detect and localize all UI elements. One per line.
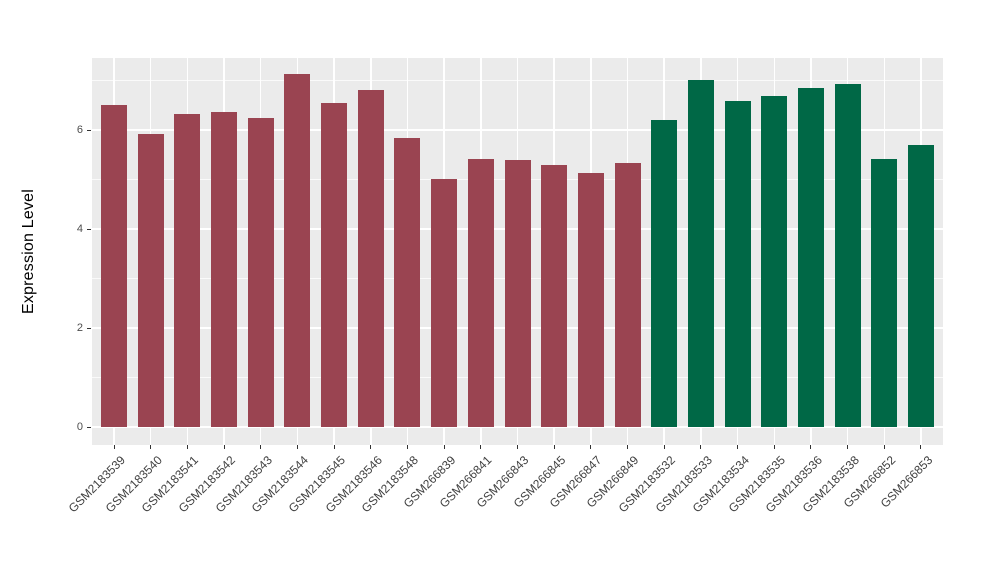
y-tick-label: 0: [76, 421, 83, 433]
bar-GSM266843: [504, 160, 531, 427]
bar-GSM2183540: [137, 133, 164, 427]
x-axis-tick: [737, 445, 739, 449]
y-tick-label: 2: [76, 322, 83, 334]
x-axis-tick: [113, 445, 115, 449]
bar-GSM2183534: [724, 100, 751, 427]
x-axis-tick: [883, 445, 885, 449]
bar-GSM266849: [614, 162, 641, 427]
x-axis-tick: [553, 445, 555, 449]
x-axis-tick: [443, 445, 445, 449]
x-axis-tick: [186, 445, 188, 449]
bar-GSM2183545: [321, 102, 348, 427]
y-axis-tick: [87, 229, 91, 230]
bar-GSM266853: [907, 145, 934, 427]
bar-GSM2183546: [357, 90, 384, 427]
x-axis-tick: [700, 445, 702, 449]
x-axis-tick: [517, 445, 518, 449]
x-axis-tick: [260, 445, 262, 449]
bar-GSM2183543: [247, 117, 274, 427]
x-axis-tick: [296, 445, 298, 449]
bar-GSM266845: [541, 165, 568, 427]
plot-panel: [92, 58, 943, 445]
x-axis-tick: [150, 445, 152, 449]
bar-GSM266847: [577, 172, 604, 427]
y-tick-label: 4: [76, 223, 83, 235]
x-axis-tick: [223, 445, 225, 449]
bar-GSM266852: [871, 158, 898, 427]
bar-GSM2183539: [101, 105, 127, 427]
bar-GSM2183533: [687, 79, 714, 427]
x-axis-tick: [480, 445, 482, 449]
x-axis-tick: [590, 445, 592, 449]
bar-GSM2183532: [651, 120, 678, 427]
x-axis-tick: [920, 445, 922, 449]
x-axis-tick: [810, 445, 812, 449]
bar-GSM2183536: [797, 88, 824, 427]
y-axis-tick: [87, 427, 91, 428]
x-axis-tick: [627, 445, 629, 449]
bar-GSM2183535: [761, 95, 788, 427]
y-axis-tick: [87, 328, 91, 329]
bar-GSM2183538: [834, 84, 861, 427]
x-axis-tick: [333, 445, 335, 449]
y-tick-label: 6: [76, 124, 83, 136]
y-axis-title-text: Expression Level: [20, 188, 37, 315]
x-axis-tick: [663, 445, 665, 449]
x-axis-tick: [406, 445, 408, 449]
bar-GSM2183542: [211, 112, 238, 427]
x-axis-tick: [773, 445, 775, 449]
bar-GSM2183548: [394, 137, 421, 427]
x-axis-tick: [370, 445, 372, 449]
y-axis-tick: [87, 130, 91, 131]
x-axis-tick: [847, 445, 849, 449]
bar-GSM2183544: [284, 74, 311, 427]
y-axis-title: Expression Level: [12, 58, 46, 445]
bar-GSM266841: [467, 159, 494, 427]
bar-GSM266839: [431, 179, 458, 427]
bar-GSM2183541: [174, 113, 201, 427]
